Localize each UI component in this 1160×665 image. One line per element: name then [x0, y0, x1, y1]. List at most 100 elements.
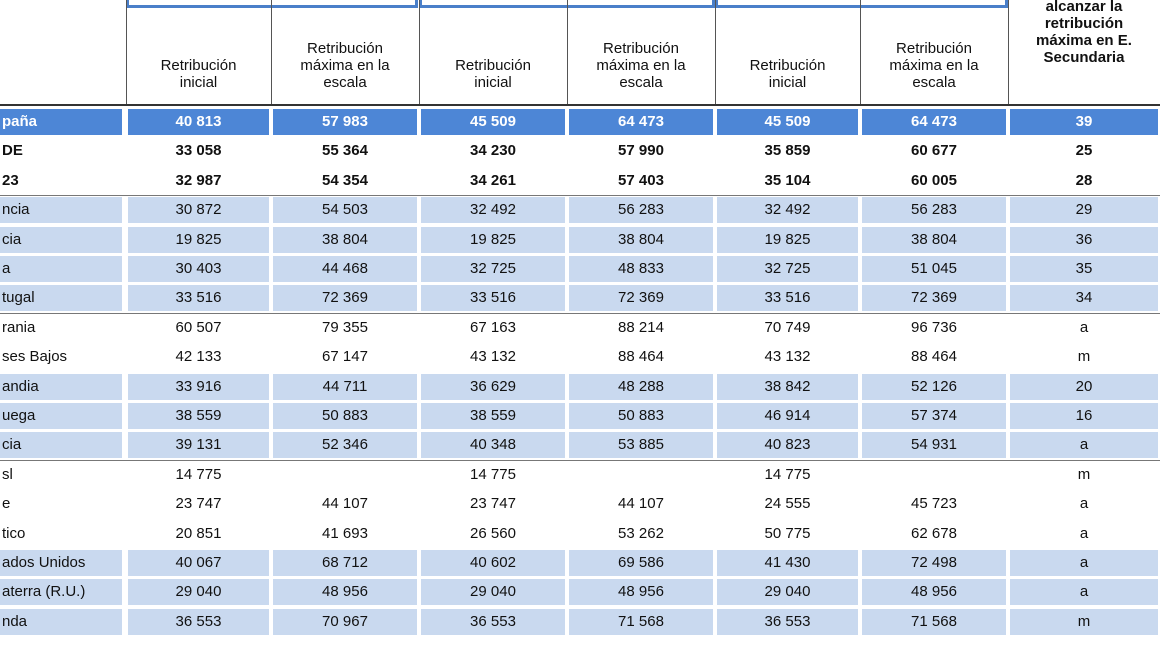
- header-line: Retribución: [749, 57, 826, 74]
- row-country: paña: [0, 109, 122, 135]
- row-value: 45 723: [911, 495, 957, 513]
- header-divider: [419, 0, 420, 106]
- table-row: e 23 747 44 107 23 747 44 107 24 555 45 723 a: [0, 491, 1160, 520]
- row-country: tugal: [0, 285, 122, 312]
- row-value: m: [1010, 608, 1158, 635]
- row-value: a: [1079, 318, 1089, 336]
- row-country: ados Unidos: [0, 550, 122, 576]
- row-value: 23 747: [470, 495, 516, 513]
- row-value: 50 883: [569, 403, 713, 429]
- row-value: 29 040: [717, 579, 858, 606]
- row-value: 14 775: [470, 465, 516, 483]
- row-value: a: [1079, 524, 1089, 542]
- table-row: rania 60 507 79 355 67 163 88 214 70 749 96 73…: [0, 315, 1160, 344]
- table-row: ses Bajos 42 133 67 147 43 132 88 464 43 132 8…: [0, 344, 1160, 373]
- row-value: 48 956: [569, 579, 713, 606]
- row-value: 57 374: [862, 403, 1006, 429]
- header-group-col_5: Retribución inicial: [715, 0, 860, 100]
- row-country: aterra (R.U.): [0, 579, 122, 606]
- row-value: 36 553: [421, 608, 565, 635]
- table-header: Retribución inicial Retribución máxima en l…: [0, 0, 1160, 108]
- row-country: tico: [2, 524, 26, 542]
- header-line: inicial: [179, 74, 218, 91]
- header-divider: [860, 0, 861, 106]
- row-value: 20: [1010, 373, 1158, 400]
- row-value: 54 354: [322, 171, 368, 189]
- header-line: inicial: [768, 74, 807, 91]
- row-value: 30 872: [128, 197, 269, 224]
- row-value: 45 509: [421, 109, 565, 135]
- row-value: 38 804: [862, 226, 1006, 253]
- row-country: ses Bajos: [2, 348, 68, 366]
- row-value: 24 555: [764, 495, 811, 513]
- table-row: uega 38 559 50 883 38 559 50 883 46 914 57 374…: [0, 403, 1160, 432]
- row-value: 72 498: [862, 550, 1006, 576]
- header-line: Secundaria: [1043, 49, 1125, 66]
- row-value: 33 916: [128, 373, 269, 400]
- header-divider: [567, 0, 568, 106]
- header-divider: [126, 0, 127, 106]
- row-value: 42 133: [175, 348, 222, 366]
- row-value: 52 126: [862, 373, 1006, 400]
- row-country: ncia: [0, 197, 122, 224]
- row-value: 67 147: [322, 348, 368, 366]
- header-group-col_4: Retribución máxima en la escala: [567, 0, 715, 100]
- header-line: Retribución: [307, 40, 383, 57]
- row-country: nda: [0, 608, 122, 635]
- row-country: cia: [0, 226, 122, 253]
- row-value: 33 516: [128, 285, 269, 312]
- row-country: sl: [2, 465, 13, 483]
- row-value: 20 851: [175, 524, 222, 542]
- row-value: 33 516: [421, 285, 565, 312]
- row-value: 38 559: [421, 403, 565, 429]
- group-separator: [0, 195, 1160, 197]
- row-value: 46 914: [717, 403, 858, 429]
- row-value: 48 833: [569, 256, 713, 282]
- row-value: 60 507: [175, 318, 222, 336]
- row-value: 36 629: [421, 373, 565, 400]
- row-value: 88 214: [618, 318, 664, 336]
- row-value: 52 346: [273, 432, 417, 459]
- row-value: 48 956: [273, 579, 417, 606]
- header-line: escala: [323, 74, 367, 91]
- header-line: escala: [912, 74, 956, 91]
- row-value: 88 464: [618, 348, 664, 366]
- row-value: 28: [1075, 171, 1093, 189]
- row-value: 32 725: [717, 256, 858, 282]
- table-row: aterra (R.U.) 29 040 48 956 29 040 48 956 29 …: [0, 579, 1160, 608]
- row-value: 72 369: [862, 285, 1006, 312]
- row-value: 40 823: [717, 432, 858, 459]
- row-value: 44 711: [273, 373, 417, 400]
- header-divider: [1008, 0, 1009, 106]
- row-country: rania: [2, 318, 36, 336]
- row-value: 50 883: [273, 403, 417, 429]
- header-divider: [715, 0, 716, 106]
- row-value: 44 468: [273, 256, 417, 282]
- table-row: nda 36 553 70 967 36 553 71 568 36 553 71 568 m: [0, 608, 1160, 638]
- row-value: 33 058: [175, 142, 222, 160]
- row-value: 54 931: [862, 432, 1006, 459]
- row-value: 40 813: [128, 109, 269, 135]
- header-line: escala: [619, 74, 663, 91]
- group-separator: [0, 459, 1160, 461]
- row-value: a: [1010, 579, 1158, 606]
- row-value: [273, 462, 417, 488]
- row-value: 79 355: [322, 318, 368, 336]
- row-value: 72 369: [569, 285, 713, 312]
- table-row: sl 14 775 14 775 14 775 m: [0, 462, 1160, 491]
- group-separator: [0, 312, 1160, 314]
- header-line: máxima en la: [889, 57, 979, 74]
- row-value: 39 131: [128, 432, 269, 459]
- row-country: e: [2, 495, 11, 513]
- row-value: 35 104: [764, 171, 811, 189]
- row-value: 43 132: [470, 348, 516, 366]
- header-group-col_3: Retribución inicial: [419, 0, 567, 100]
- row-value: 14 775: [175, 465, 222, 483]
- header-line: Retribución: [603, 40, 679, 57]
- row-country: a: [0, 256, 122, 282]
- row-value: 57 983: [273, 109, 417, 135]
- group-header-frame-3: [715, 0, 1008, 8]
- row-value: 38 842: [717, 373, 858, 400]
- row-value: 34 230: [470, 142, 516, 160]
- header-line: inicial: [474, 74, 512, 91]
